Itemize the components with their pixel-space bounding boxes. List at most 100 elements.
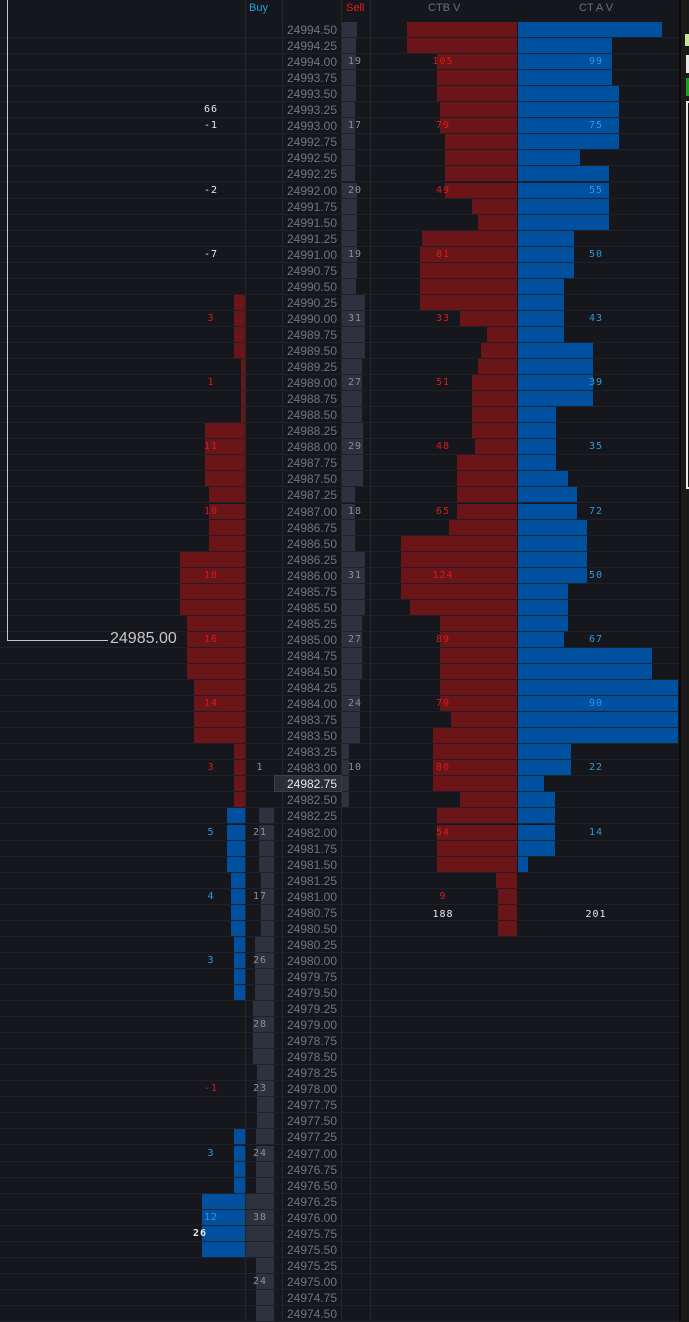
ladder-row[interactable]: 16 24985.00 27 89 67	[0, 631, 679, 648]
ladder-row[interactable]: 24984.50	[0, 664, 679, 680]
ladder-row[interactable]: 24991.50	[0, 214, 679, 231]
price-cell[interactable]: 24989.00	[286, 376, 338, 391]
ladder-row[interactable]: 24979.75	[0, 968, 679, 985]
ladder-row[interactable]: 24981.50	[0, 856, 679, 873]
price-cell[interactable]: 24978.75	[286, 1034, 338, 1049]
ladder-row[interactable]: 11 24988.00 29 48 35	[0, 439, 679, 456]
ladder-row[interactable]: -1 23 24978.00	[0, 1081, 679, 1098]
price-cell[interactable]: 24981.00	[286, 889, 338, 904]
ladder-row[interactable]: 24992.75	[0, 134, 679, 151]
ladder-row[interactable]: 24977.75	[0, 1097, 679, 1114]
price-cell[interactable]: 24985.50	[286, 600, 338, 615]
ladder-row[interactable]: 24977.25	[0, 1129, 679, 1146]
price-cell[interactable]: 24979.75	[286, 969, 338, 984]
ladder-row[interactable]: 24990.75	[0, 262, 679, 279]
price-cell[interactable]: 24986.25	[286, 552, 338, 567]
ladder-row[interactable]: 24982.25	[0, 808, 679, 825]
price-cell[interactable]: 24982.75	[286, 777, 338, 792]
header-ctav[interactable]: CT A V	[579, 2, 614, 14]
price-cell[interactable]: 24988.25	[286, 424, 338, 439]
price-cell[interactable]: 24993.75	[286, 71, 338, 86]
price-cell[interactable]: 24981.25	[286, 873, 338, 888]
ladder-row[interactable]: 24990.50	[0, 278, 679, 295]
price-cell[interactable]: 24976.50	[286, 1178, 338, 1193]
price-cell[interactable]: 24982.00	[286, 825, 338, 840]
price-cell[interactable]: 24987.75	[286, 456, 338, 471]
header-buy[interactable]: Buy	[249, 2, 268, 14]
price-cell[interactable]: 24977.50	[286, 1114, 338, 1129]
ladder-row[interactable]: 24980.50	[0, 920, 679, 937]
ladder-row[interactable]: 24988.50	[0, 407, 679, 424]
price-cell[interactable]: 24994.25	[286, 39, 338, 54]
ladder-row[interactable]: 24992.50	[0, 150, 679, 167]
ladder-row[interactable]: 1 24989.00 27 51 39	[0, 375, 679, 392]
ladder-row[interactable]: 24974.75	[0, 1289, 679, 1306]
ladder-row[interactable]: 24983.50	[0, 728, 679, 745]
price-cell[interactable]: 24991.00	[286, 247, 338, 262]
price-cell[interactable]: 24983.00	[286, 761, 338, 776]
ladder-row[interactable]: 24980.25	[0, 936, 679, 953]
ladder-row[interactable]: -7 24991.00 19 81 50	[0, 246, 679, 263]
price-cell[interactable]: 24989.25	[286, 360, 338, 375]
ladder-row[interactable]: 24991.75	[0, 198, 679, 215]
ladder-row[interactable]: 24975.25	[0, 1257, 679, 1274]
price-cell[interactable]: 24983.50	[286, 729, 338, 744]
price-cell[interactable]: 24993.00	[286, 119, 338, 134]
price-cell[interactable]: 24994.00	[286, 55, 338, 70]
ladder-row[interactable]: 24979.50	[0, 985, 679, 1001]
ladder-row[interactable]: 24989.50	[0, 343, 679, 359]
price-cell[interactable]: 24975.50	[286, 1242, 338, 1257]
price-cell[interactable]: 24985.75	[286, 584, 338, 599]
ladder-row[interactable]: 24978.50	[0, 1049, 679, 1066]
price-cell[interactable]: 24980.50	[286, 921, 338, 936]
ladder-row[interactable]: 24976.75	[0, 1161, 679, 1178]
price-cell[interactable]: 24984.25	[286, 681, 338, 696]
price-cell[interactable]: 24987.25	[286, 488, 338, 503]
header-ctbv[interactable]: CTB V	[428, 2, 461, 14]
ladder-row[interactable]: 24990.25	[0, 294, 679, 311]
price-cell[interactable]: 24991.75	[286, 199, 338, 214]
price-cell[interactable]: 24975.75	[286, 1226, 338, 1241]
ladder-row[interactable]: 24976.50	[0, 1177, 679, 1194]
price-cell[interactable]: 24976.00	[286, 1210, 338, 1225]
ladder-row[interactable]: 24978.75	[0, 1033, 679, 1050]
ladder-row[interactable]: 24986.50	[0, 535, 679, 552]
price-cell[interactable]: 24981.50	[286, 857, 338, 872]
price-cell[interactable]: 24992.00	[286, 183, 338, 198]
price-cell[interactable]: 24987.50	[286, 472, 338, 487]
ladder-row[interactable]: 24994.00 19 105 99	[0, 54, 679, 71]
ladder-row[interactable]: 24986.75	[0, 519, 679, 536]
ladder-row[interactable]: 28 24979.00	[0, 1017, 679, 1034]
price-cell[interactable]: 24989.50	[286, 344, 338, 358]
header-sell[interactable]: Sell	[346, 2, 365, 14]
price-cell[interactable]: 24981.75	[286, 841, 338, 856]
price-cell[interactable]: 24984.50	[286, 665, 338, 679]
ladder-row[interactable]: 24991.25	[0, 230, 679, 247]
ladder-row[interactable]: 24987.50	[0, 471, 679, 488]
price-cell[interactable]: 24984.75	[286, 648, 338, 663]
price-cell[interactable]: 24978.50	[286, 1050, 338, 1065]
ladder-row[interactable]: 24974.50	[0, 1306, 679, 1322]
ladder-row[interactable]: 24985.50	[0, 599, 679, 616]
price-cell[interactable]: 24991.25	[286, 231, 338, 246]
price-cell[interactable]: 24988.50	[286, 408, 338, 423]
price-cell[interactable]: 24985.25	[286, 616, 338, 631]
price-cell[interactable]: 24977.00	[286, 1146, 338, 1161]
price-cell[interactable]: 24979.25	[286, 1002, 338, 1017]
ladder-row[interactable]: 4 17 24981.00 9	[0, 888, 679, 905]
ladder-row[interactable]: 3 1 24983.00 10 80 22	[0, 760, 679, 777]
ladder-row[interactable]: 3 24990.00 31 33 43	[0, 310, 679, 327]
price-cell[interactable]: 24993.25	[286, 103, 338, 118]
ladder-row[interactable]: 24987.75	[0, 455, 679, 472]
ladder-row[interactable]: 24984.25	[0, 680, 679, 697]
ladder-row[interactable]: 24985.75	[0, 583, 679, 600]
price-cell[interactable]: 24985.00	[286, 632, 338, 647]
price-cell[interactable]: 24987.00	[286, 504, 338, 519]
ladder-row[interactable]: 24978.25	[0, 1065, 679, 1082]
ladder-row[interactable]: 24986.25	[0, 551, 679, 568]
price-cell[interactable]: 24989.75	[286, 327, 338, 342]
ladder-row[interactable]: 24994.50	[0, 22, 679, 38]
price-cell[interactable]: 24990.25	[286, 295, 338, 310]
ladder-row[interactable]: 24981.25	[0, 872, 679, 889]
ladder-row[interactable]: 24989.25	[0, 359, 679, 376]
